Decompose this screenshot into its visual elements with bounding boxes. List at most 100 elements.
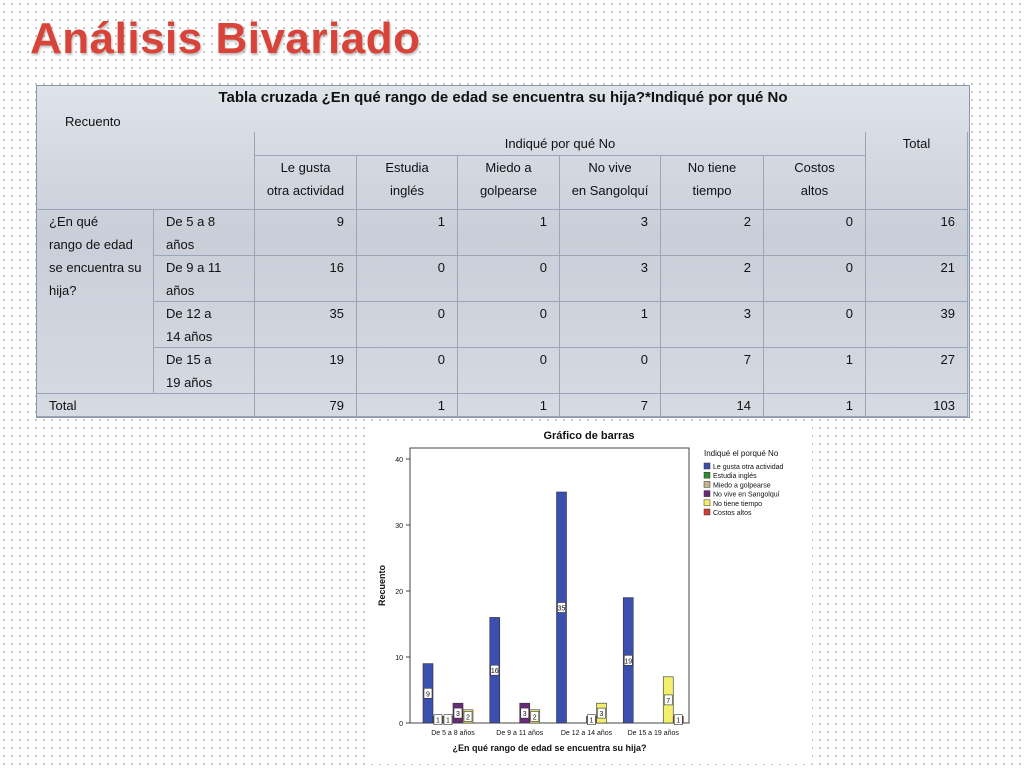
column-header-text: en Sangolquí: [571, 183, 649, 198]
column-header: No tiene tiempo: [661, 156, 764, 210]
table-cell: 0: [458, 302, 560, 348]
table-cell-text: 0: [437, 260, 445, 275]
table-cell: 0: [458, 256, 560, 302]
row-total-text: 21: [940, 260, 955, 275]
data-label: 3: [523, 711, 527, 718]
table-cell-text: 3: [640, 214, 648, 229]
data-label: 1: [590, 718, 594, 725]
group-header-text: Indiqué por qué No: [504, 136, 616, 151]
table-cell: 16: [255, 256, 357, 302]
row-label-text: De 9 a 11: [166, 260, 222, 275]
legend-item: No tiene tiempo: [713, 501, 762, 508]
table-cell-text: 2: [743, 214, 751, 229]
data-label-box: [463, 711, 473, 722]
table-cell-text: 0: [640, 352, 648, 367]
corner-cell: [37, 132, 255, 210]
table-cell-text: 0: [437, 352, 445, 367]
total-cell-text: 1: [845, 398, 853, 413]
column-header: Miedo a golpearse: [458, 156, 560, 210]
row-label-text: años: [166, 237, 195, 252]
x-tick-label: De 15 a 19 años: [628, 730, 680, 737]
column-header-text: Costos: [794, 160, 835, 175]
column-header-text: golpearse: [479, 183, 538, 198]
row-label-text: años: [166, 283, 195, 298]
total-cell: 7: [560, 394, 661, 417]
total-cell-text: 79: [329, 398, 344, 413]
table-cell-text: 7: [743, 352, 751, 367]
legend-swatch: [703, 490, 711, 497]
table-cell-text: 0: [437, 306, 445, 321]
total-cell: 1: [764, 394, 866, 417]
table-cell: 2: [661, 256, 764, 302]
total-cell: 79: [255, 394, 357, 417]
total-cell-text: 7: [640, 398, 648, 413]
row-total: 16: [866, 210, 968, 256]
table-cell-text: 3: [640, 260, 648, 275]
y-tick-label: 0: [399, 721, 403, 728]
column-header-text: inglés: [390, 183, 424, 198]
row-label: De 5 a 8 años: [154, 210, 255, 256]
group-header: Indiqué por qué No: [255, 132, 866, 156]
y-tick-label: 40: [395, 457, 403, 464]
total-cell-text: 1: [437, 398, 445, 413]
x-tick-label: De 12 a 14 años: [561, 730, 613, 737]
data-label: 1: [436, 718, 440, 725]
row-total: 21: [866, 256, 968, 302]
y-tick-label: 30: [395, 523, 403, 530]
row-label: De 15 a 19 años: [154, 348, 255, 394]
data-label-box: [557, 602, 566, 613]
table-cell: 0: [357, 302, 458, 348]
data-label: 35: [558, 606, 566, 613]
row-variable-label-text: ¿En qué: [49, 214, 99, 229]
row-label-text: 14 años: [166, 329, 213, 344]
table-cell: 19: [255, 348, 357, 394]
table-cell-text: 0: [539, 306, 547, 321]
data-label-box: [597, 707, 606, 719]
table-cell: 0: [458, 348, 560, 394]
x-axis-label: ¿En qué rango de edad se encuentra su hi…: [452, 743, 646, 753]
legend-swatch: [703, 471, 711, 479]
table-cell-text: 1: [539, 214, 547, 229]
legend-title: Indiqué el porqué No: [704, 449, 779, 458]
table-cell: 35: [255, 302, 357, 348]
total-cell-text: 14: [736, 398, 751, 413]
row-label: De 12 a 14 años: [154, 302, 255, 348]
table-cell-text: 0: [845, 260, 853, 275]
data-label-box: [663, 694, 673, 706]
table-cell-text: 0: [845, 306, 853, 321]
row-label-text: 19 años: [166, 375, 213, 390]
column-header-text: otra actividad: [266, 183, 345, 198]
data-label: 3: [456, 711, 460, 718]
column-header: Le gusta otra actividad: [255, 156, 357, 210]
data-label: 1: [446, 718, 450, 725]
table-cell: 7: [661, 348, 764, 394]
table-cell: 0: [357, 348, 458, 394]
column-header-text: Estudia: [385, 160, 429, 175]
y-axis-label: Recuento: [377, 565, 387, 607]
data-label-box: [520, 707, 530, 719]
row-total: 39: [866, 302, 968, 348]
table-cell: 0: [357, 256, 458, 302]
data-label: 1: [676, 718, 680, 725]
data-label-box: [433, 714, 443, 726]
total-cell: 1: [357, 394, 458, 417]
table-subtitle: Recuento: [65, 114, 121, 129]
bar-chart-panel: Gráfico de barras 0 10 20 30 40 Recuento 9 1 1 3 2 D…: [367, 421, 812, 764]
table-cell-text: 19: [329, 352, 344, 367]
row-total-text: 16: [940, 214, 955, 229]
column-header-text: Le gusta: [280, 160, 331, 175]
legend-item: No vive en Sangolquí: [713, 492, 780, 499]
data-label: 2: [466, 714, 470, 721]
table-cell: 1: [764, 348, 866, 394]
table-cell-text: 9: [336, 214, 344, 229]
table-cell: 9: [255, 210, 357, 256]
grand-total-text: 103: [933, 398, 955, 413]
column-header-text: No tiene: [687, 160, 737, 175]
row-label-text: De 12 a: [166, 306, 212, 321]
column-header: No vive en Sangolquí: [560, 156, 661, 210]
column-header-text: No vive: [588, 160, 632, 175]
table-cell: 1: [458, 210, 560, 256]
row-variable-label: ¿En qué rango de edad se encuentra su hija?: [37, 210, 154, 394]
table-cell: 1: [560, 302, 661, 348]
